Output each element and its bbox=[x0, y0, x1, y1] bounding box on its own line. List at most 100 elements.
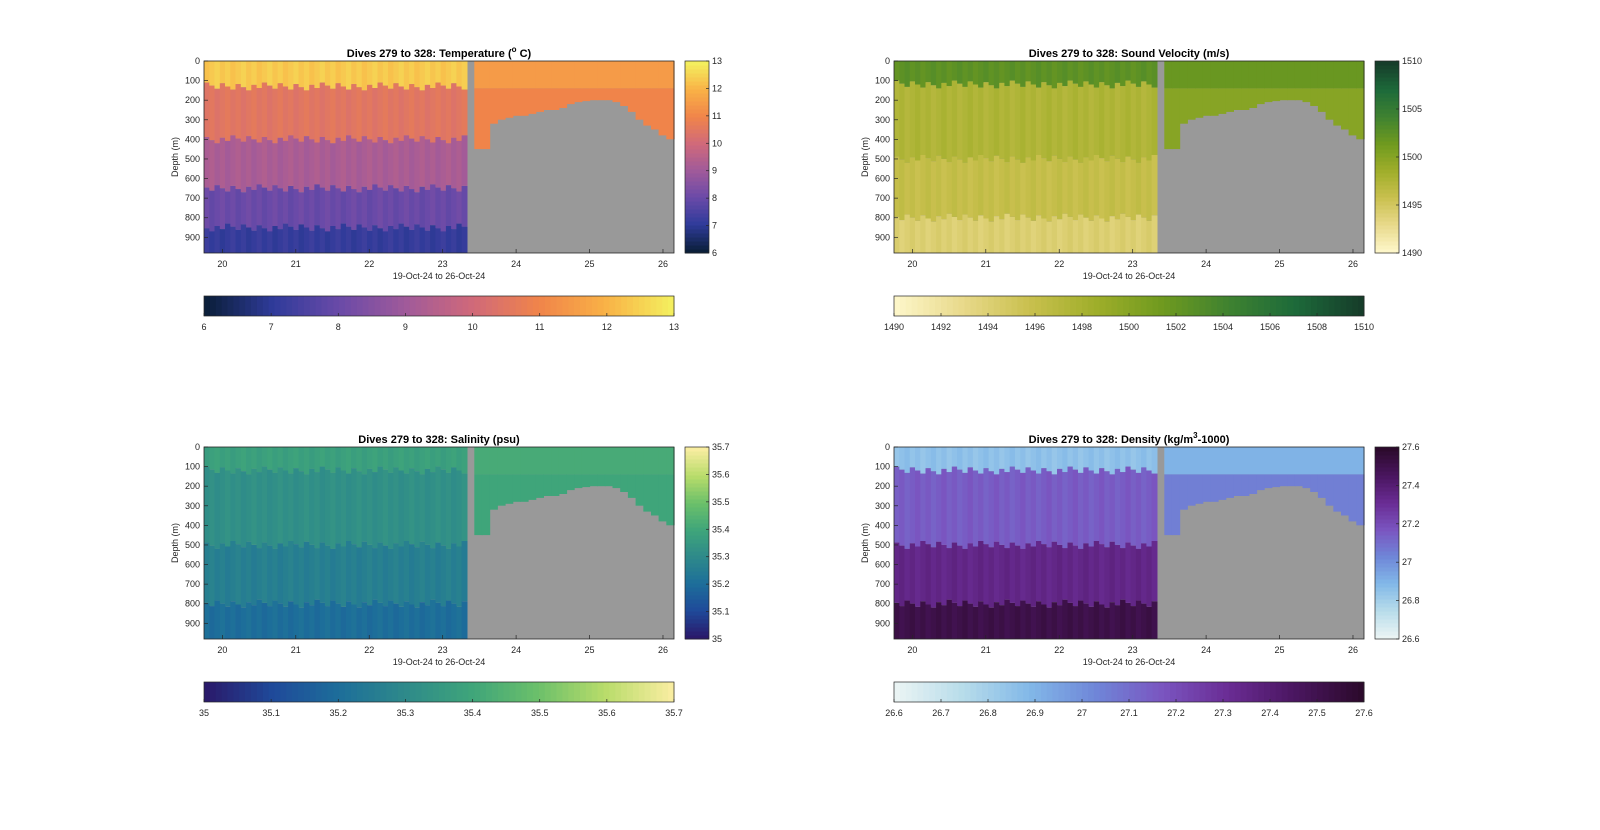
heatmap-cell bbox=[983, 218, 990, 253]
heatmap-cell bbox=[219, 543, 226, 604]
chart-title: Dives 279 to 328: Temperature (o C) bbox=[347, 45, 532, 60]
heatmap-cell bbox=[314, 88, 321, 143]
y-tick-label: 500 bbox=[875, 154, 890, 164]
heatmap-cell bbox=[330, 185, 337, 226]
heatmap-cell bbox=[894, 61, 900, 81]
heatmap-cell bbox=[319, 187, 326, 229]
colorbar-swatch bbox=[952, 296, 960, 316]
heatmap-cell bbox=[1014, 83, 1021, 160]
colorbar-swatch bbox=[215, 296, 223, 316]
heatmap-cell bbox=[1004, 162, 1011, 214]
heatmap-cell bbox=[293, 61, 300, 85]
heatmap-cell bbox=[219, 467, 226, 544]
heatmap-cell bbox=[894, 447, 900, 467]
colorbar-swatch bbox=[1340, 682, 1347, 702]
heatmap-cell bbox=[282, 61, 289, 87]
heatmap-cell bbox=[543, 88, 552, 110]
heatmap-cell bbox=[1114, 545, 1121, 606]
heatmap-cell bbox=[1341, 474, 1350, 516]
heatmap-cell bbox=[456, 223, 463, 253]
heatmap-cell bbox=[445, 447, 452, 473]
heatmap-cell bbox=[1302, 474, 1311, 489]
heatmap-cell bbox=[1057, 82, 1063, 159]
y-tick-label: 900 bbox=[185, 232, 200, 242]
colorbar-tick-label: 27 bbox=[1402, 557, 1412, 567]
heatmap-cell bbox=[440, 140, 447, 191]
heatmap-cell bbox=[983, 82, 990, 159]
heatmap-cell bbox=[219, 188, 226, 230]
heatmap-cell bbox=[1141, 157, 1147, 218]
colorbar-swatch bbox=[1029, 296, 1036, 316]
heatmap-cell bbox=[983, 447, 990, 469]
heatmap-cell bbox=[1051, 541, 1058, 603]
colorbar-swatch bbox=[685, 209, 709, 214]
heatmap-cell bbox=[941, 61, 948, 83]
heatmap-cell bbox=[230, 447, 237, 474]
heatmap-cell bbox=[214, 185, 221, 226]
colorbar-swatch bbox=[685, 157, 709, 162]
heatmap-cell bbox=[474, 61, 483, 89]
heatmap-cell bbox=[1067, 80, 1074, 157]
heatmap-cell bbox=[451, 467, 457, 544]
heatmap-cell bbox=[403, 61, 410, 90]
colorbar-swatch bbox=[215, 682, 223, 702]
heatmap-cell bbox=[1078, 214, 1084, 253]
heatmap-cell bbox=[1014, 159, 1021, 220]
heatmap-cell bbox=[230, 135, 237, 186]
heatmap-cell bbox=[1356, 474, 1365, 526]
colorbar-swatch bbox=[1129, 296, 1136, 316]
colorbar-swatch bbox=[521, 682, 528, 702]
x-tick-label: 23 bbox=[1128, 259, 1138, 269]
heatmap-cell bbox=[512, 447, 521, 475]
heatmap-cell bbox=[1151, 87, 1158, 155]
colorbar-swatch bbox=[468, 296, 475, 316]
x-tick-label: 20 bbox=[907, 259, 917, 269]
colorbar-swatch bbox=[603, 296, 610, 316]
heatmap-cell bbox=[658, 88, 667, 136]
colorbar-swatch bbox=[1375, 189, 1399, 194]
colorbar-swatch bbox=[392, 682, 399, 702]
heatmap-cell bbox=[1130, 61, 1137, 84]
heatmap-cell bbox=[972, 447, 979, 471]
heatmap-cell bbox=[309, 189, 316, 231]
heatmap-cell bbox=[1135, 162, 1142, 215]
colorbar-swatch bbox=[685, 89, 709, 94]
heatmap-cell bbox=[1135, 600, 1142, 639]
heatmap-cell bbox=[314, 599, 321, 639]
heatmap-cell bbox=[1109, 88, 1116, 156]
heatmap-cell bbox=[235, 84, 242, 139]
heatmap-cell bbox=[346, 186, 352, 227]
heatmap-cell bbox=[967, 81, 974, 158]
colorbar-swatch bbox=[1375, 595, 1399, 600]
heatmap-cell bbox=[209, 231, 216, 253]
heatmap-cell bbox=[388, 472, 394, 549]
heatmap-cell bbox=[288, 473, 294, 541]
x-tick-label: 23 bbox=[438, 259, 448, 269]
heatmap-cell bbox=[209, 447, 216, 470]
heatmap-cell bbox=[1004, 599, 1011, 639]
heatmap-cell bbox=[1099, 604, 1105, 639]
heatmap-cell bbox=[1020, 86, 1027, 163]
colorbar-tick-label: 1494 bbox=[978, 322, 998, 332]
heatmap-cell bbox=[324, 606, 331, 639]
colorbar-swatch bbox=[1087, 682, 1095, 702]
colorbar-tick-label: 35.4 bbox=[712, 524, 730, 534]
heatmap-cell bbox=[1310, 88, 1319, 106]
colorbar-swatch bbox=[1252, 296, 1259, 316]
colorbar-swatch bbox=[298, 682, 305, 702]
heatmap-cell bbox=[946, 162, 953, 214]
colorbar-swatch bbox=[1064, 296, 1071, 316]
colorbar-swatch bbox=[480, 296, 487, 316]
colorbar-swatch bbox=[1234, 682, 1242, 702]
heatmap-cell bbox=[346, 61, 352, 90]
heatmap-cell bbox=[1036, 473, 1042, 541]
colorbar-swatch bbox=[685, 483, 709, 488]
colorbar-swatch bbox=[685, 567, 709, 572]
heatmap-cell bbox=[398, 191, 405, 224]
heatmap-cell bbox=[505, 88, 514, 118]
heatmap-cell bbox=[309, 468, 316, 545]
heatmap-cell bbox=[430, 472, 436, 549]
colorbar-swatch bbox=[1087, 296, 1095, 316]
heatmap-cell bbox=[424, 189, 431, 231]
heatmap-cell bbox=[967, 217, 974, 253]
